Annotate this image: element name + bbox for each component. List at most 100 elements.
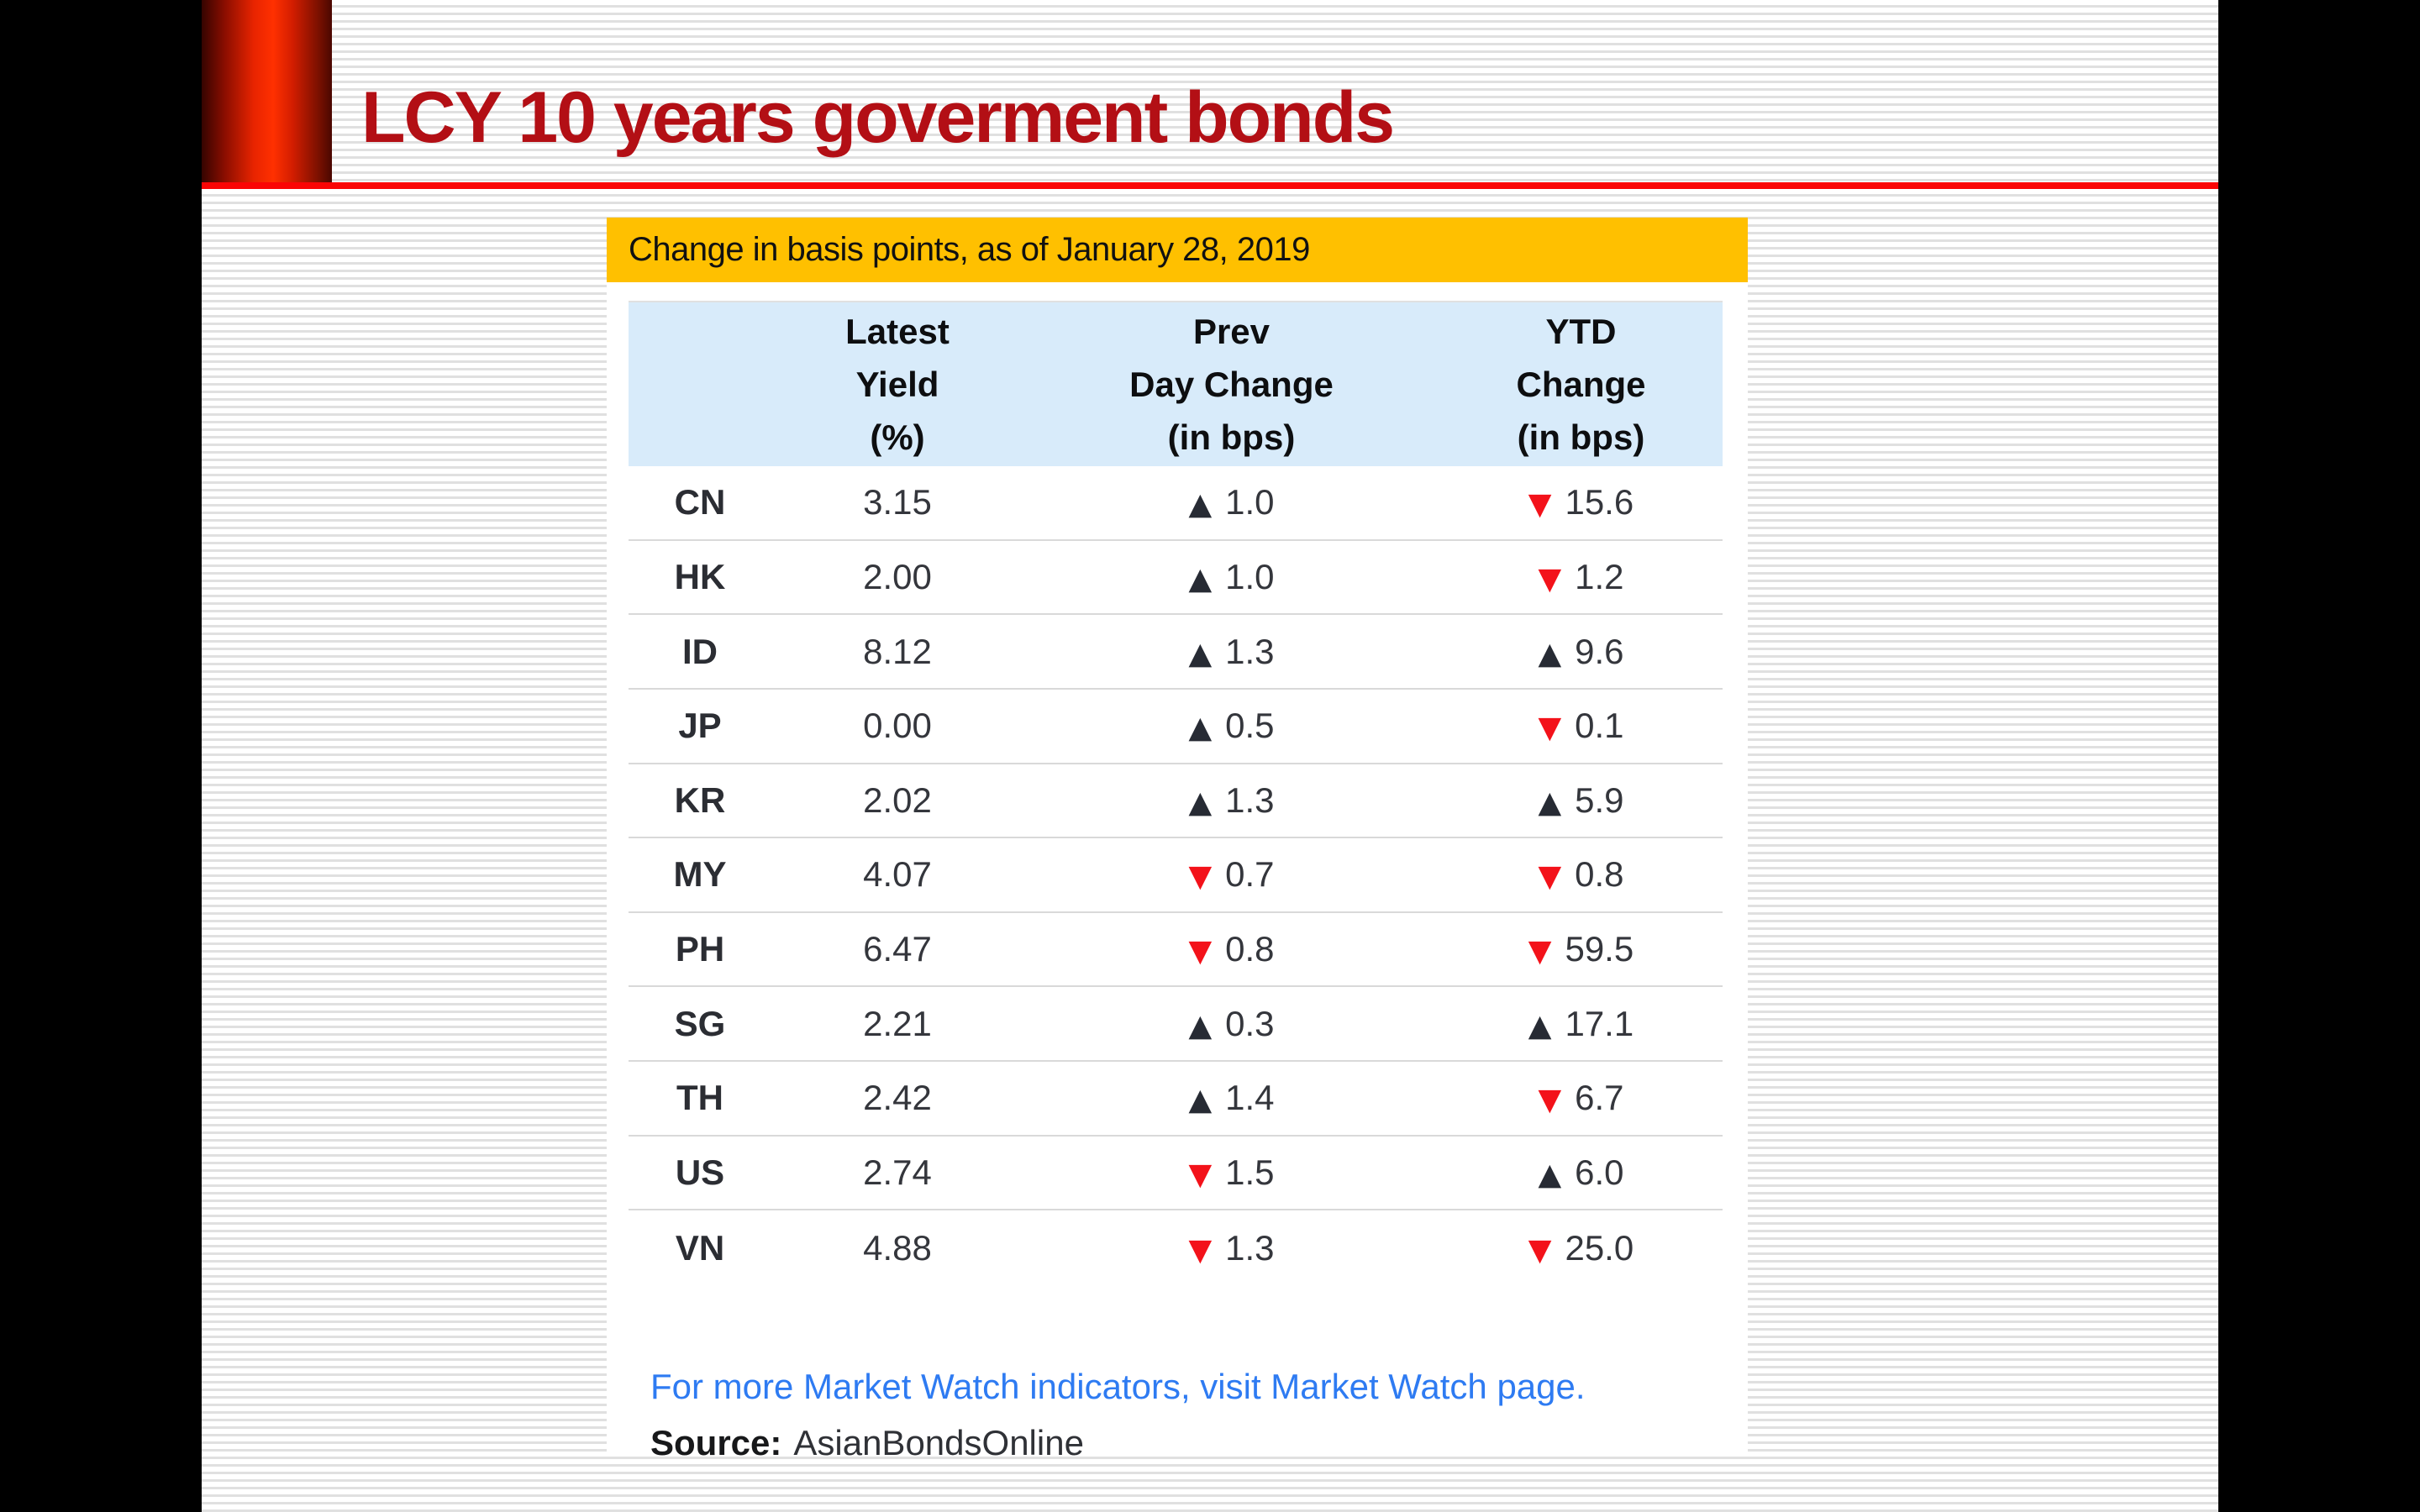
country-code: CN (674, 482, 726, 522)
change-direction-icon: ▲ (1188, 636, 1213, 671)
country-code: PH (675, 929, 725, 969)
change-direction-icon: ▲ (1188, 785, 1213, 820)
country-code: ID (682, 631, 718, 671)
change-direction-icon: ▼ (1528, 1232, 1552, 1268)
country-code: US (675, 1152, 725, 1193)
country-code: SG (674, 1003, 726, 1043)
change-direction-icon: ▼ (1188, 934, 1213, 969)
change-direction-icon: ▲ (1538, 1158, 1562, 1193)
table-row: ID 8.12 ▲ 1.3 ▲ 9.6 (629, 615, 1723, 690)
change-direction-icon: ▼ (1538, 859, 1562, 895)
table-panel: Latest Yield (%) Prev Day Change (in bps… (607, 282, 1748, 1462)
latest-yield-value: 4.07 (863, 854, 932, 895)
ytd-change-value: 15.6 (1565, 482, 1634, 522)
prev-day-change-cell: ▼ 1.5 (1023, 1152, 1439, 1193)
latest-yield-value: 6.47 (863, 929, 932, 969)
ytd-change-cell: ▲ 9.6 (1439, 632, 1723, 672)
ytd-change-value: 59.5 (1565, 929, 1634, 969)
ytd-change-value: 1.2 (1575, 556, 1624, 596)
change-direction-icon: ▼ (1188, 859, 1213, 895)
latest-yield-value: 0.00 (863, 706, 932, 746)
title-accent-bar (202, 0, 332, 183)
ytd-change-cell: ▲ 6.0 (1439, 1152, 1723, 1193)
table-row: KR 2.02 ▲ 1.3 ▲ 5.9 (629, 764, 1723, 839)
ytd-change-value: 9.6 (1575, 631, 1624, 671)
ytd-change-cell: ▲ 17.1 (1439, 1004, 1723, 1044)
subtitle-banner: Change in basis points, as of January 28… (607, 218, 1748, 282)
ytd-change-cell: ▼ 25.0 (1439, 1228, 1723, 1268)
change-direction-icon: ▼ (1538, 561, 1562, 596)
change-direction-icon: ▲ (1538, 785, 1562, 820)
bond-table: Latest Yield (%) Prev Day Change (in bps… (629, 301, 1723, 1462)
prev-day-change-value: 0.5 (1225, 706, 1275, 746)
prev-day-change-value: 1.5 (1225, 1152, 1275, 1193)
slide: LCY 10 years goverment bonds Change in b… (202, 0, 2218, 1512)
ytd-change-value: 0.8 (1575, 854, 1624, 895)
table-row: JP 0.00 ▲ 0.5 ▼ 0.1 (629, 690, 1723, 764)
country-code: MY (673, 854, 727, 895)
change-direction-icon: ▲ (1188, 561, 1213, 596)
source-label: Source: (650, 1423, 782, 1462)
table-header-row: Latest Yield (%) Prev Day Change (in bps… (629, 301, 1723, 466)
ytd-change-cell: ▼ 6.7 (1439, 1078, 1723, 1118)
title-underline (202, 182, 2218, 189)
change-direction-icon: ▼ (1528, 934, 1552, 969)
change-direction-icon: ▼ (1538, 1083, 1562, 1118)
change-direction-icon: ▲ (1188, 711, 1213, 746)
change-direction-icon: ▲ (1528, 1008, 1552, 1043)
change-direction-icon: ▼ (1188, 1158, 1213, 1193)
prev-day-change-cell: ▲ 1.4 (1023, 1078, 1439, 1118)
prev-day-change-cell: ▼ 0.8 (1023, 929, 1439, 969)
prev-day-change-cell: ▲ 1.3 (1023, 780, 1439, 821)
market-watch-link[interactable]: For more Market Watch indicators, visit … (650, 1367, 1586, 1406)
ytd-change-value: 5.9 (1575, 780, 1624, 820)
latest-yield-value: 2.21 (863, 1003, 932, 1043)
latest-yield-value: 3.15 (863, 482, 932, 522)
page-title: LCY 10 years goverment bonds (361, 77, 1395, 158)
country-code: VN (675, 1227, 725, 1268)
table-row: MY 4.07 ▼ 0.7 ▼ 0.8 (629, 838, 1723, 913)
table-row: TH 2.42 ▲ 1.4 ▼ 6.7 (629, 1062, 1723, 1137)
prev-day-change-cell: ▲ 1.0 (1023, 557, 1439, 597)
ytd-change-header: YTD Change (in bps) (1516, 312, 1646, 457)
ytd-change-value: 6.7 (1575, 1078, 1624, 1118)
prev-day-change-value: 0.3 (1225, 1003, 1275, 1043)
country-code: HK (674, 556, 726, 596)
country-code: JP (678, 706, 722, 746)
table-row: SG 2.21 ▲ 0.3 ▲ 17.1 (629, 987, 1723, 1063)
prev-day-change-cell: ▼ 1.3 (1023, 1228, 1439, 1268)
ytd-change-cell: ▼ 0.8 (1439, 854, 1723, 895)
latest-yield-value: 2.42 (863, 1078, 932, 1118)
ytd-change-cell: ▼ 1.2 (1439, 557, 1723, 597)
table-row: CN 3.15 ▲ 1.0 ▼ 15.6 (629, 466, 1723, 541)
ytd-change-cell: ▲ 5.9 (1439, 780, 1723, 821)
right-black-bar (2218, 0, 2420, 1512)
table-body: CN 3.15 ▲ 1.0 ▼ 15.6 HK 2.00 ▲ 1.0 ▼ 1.2 ID … (629, 466, 1723, 1285)
change-direction-icon: ▼ (1538, 711, 1562, 746)
change-direction-icon: ▲ (1188, 1008, 1213, 1043)
prev-day-change-value: 1.3 (1225, 780, 1275, 820)
ytd-change-cell: ▼ 0.1 (1439, 706, 1723, 746)
latest-yield-value: 4.88 (863, 1227, 932, 1268)
source-value: AsianBondsOnline (793, 1423, 1084, 1462)
prev-day-change-value: 1.3 (1225, 1227, 1275, 1268)
ytd-change-value: 25.0 (1565, 1227, 1634, 1268)
country-code: KR (674, 780, 726, 820)
prev-day-change-cell: ▲ 1.0 (1023, 482, 1439, 522)
table-row: PH 6.47 ▼ 0.8 ▼ 59.5 (629, 913, 1723, 988)
ytd-change-value: 17.1 (1565, 1003, 1634, 1043)
left-black-bar (0, 0, 202, 1512)
table-row: HK 2.00 ▲ 1.0 ▼ 1.2 (629, 541, 1723, 616)
latest-yield-value: 2.74 (863, 1152, 932, 1193)
country-code: TH (676, 1078, 723, 1118)
source-line: Source: AsianBondsOnline (650, 1423, 1084, 1463)
prev-day-change-value: 0.8 (1225, 929, 1275, 969)
prev-day-change-header: Prev Day Change (in bps) (1129, 312, 1334, 457)
change-direction-icon: ▲ (1188, 1083, 1213, 1118)
change-direction-icon: ▲ (1188, 487, 1213, 522)
prev-day-change-value: 0.7 (1225, 854, 1275, 895)
table-row: VN 4.88 ▼ 1.3 ▼ 25.0 (629, 1210, 1723, 1285)
subtitle-text: Change in basis points, as of January 28… (629, 231, 1310, 268)
prev-day-change-cell: ▲ 0.5 (1023, 706, 1439, 746)
prev-day-change-value: 1.3 (1225, 631, 1275, 671)
